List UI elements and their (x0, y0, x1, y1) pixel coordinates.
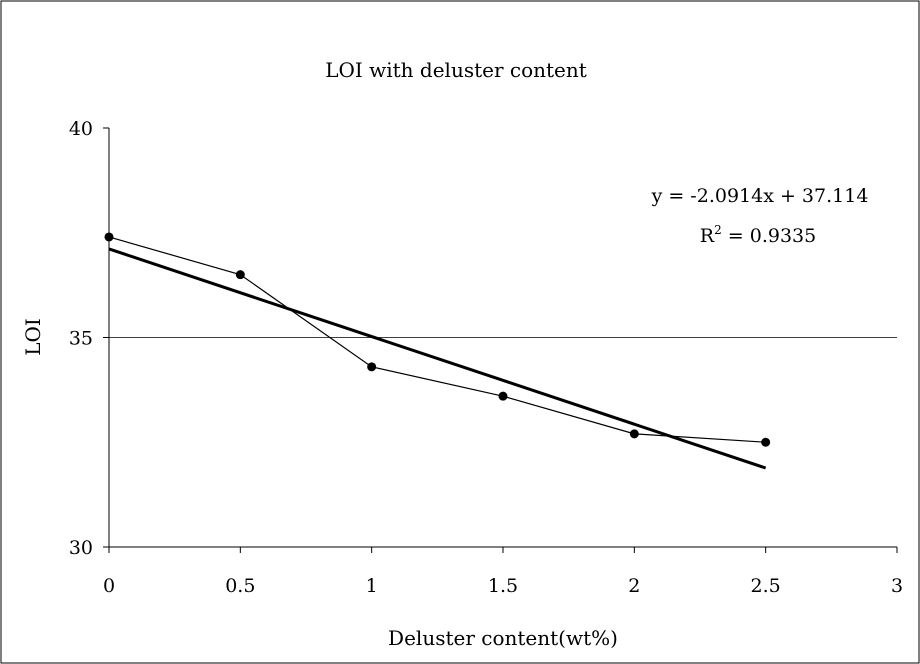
x-tick-label: 3 (891, 575, 903, 597)
data-point-marker (367, 362, 377, 372)
y-tick-label: 35 (69, 328, 93, 350)
y-tick-label: 30 (69, 537, 93, 559)
axis-ticks: 30 35 40 0 0.5 1 1.5 2 2.5 3 (69, 118, 903, 597)
chart-title: LOI with deluster content (325, 58, 587, 82)
data-point-marker (761, 437, 771, 447)
trendline (108, 247, 767, 470)
x-tick-label: 0.5 (225, 575, 255, 597)
trendline-r-squared: R2 = 0.9335 (700, 223, 816, 247)
data-point-marker (104, 232, 114, 242)
data-point-marker (629, 429, 639, 439)
series-line (108, 236, 766, 443)
y-axis-label: LOI (21, 318, 45, 356)
x-tick-label: 2 (628, 575, 640, 597)
trendline-layer (108, 247, 767, 470)
x-tick-label: 1 (366, 575, 378, 597)
trendline-equation: y = -2.0914x + 37.114 (651, 185, 869, 207)
x-tick-label: 1.5 (488, 575, 518, 597)
x-tick-label: 0 (103, 575, 115, 597)
r2-value: = 0.9335 (722, 225, 816, 247)
data-point-marker (498, 391, 508, 401)
series-layer (104, 232, 771, 447)
r2-prefix: R (700, 225, 715, 247)
plot-area: 30 35 40 0 0.5 1 1.5 2 2.5 3 (69, 118, 903, 597)
data-point-marker (235, 270, 245, 280)
r2-superscript: 2 (714, 223, 722, 237)
y-tick-label: 40 (69, 118, 93, 140)
x-tick-label: 2.5 (751, 575, 781, 597)
x-axis-label: Deluster content(wt%) (388, 626, 618, 650)
